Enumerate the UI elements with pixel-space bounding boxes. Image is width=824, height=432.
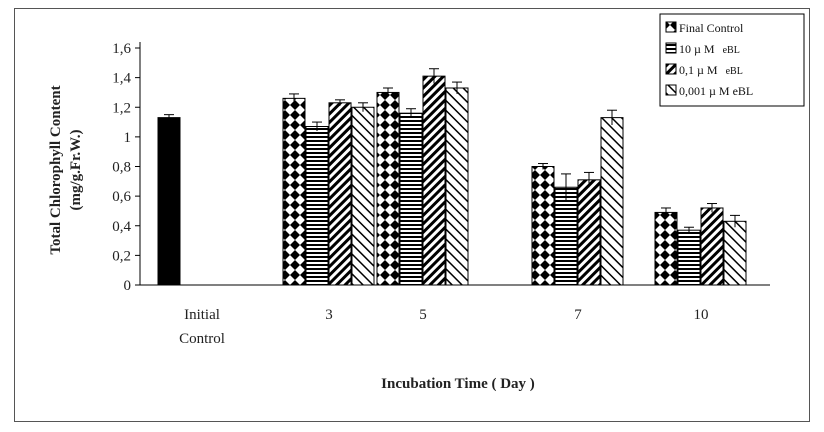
y-tick-label: 1 [124,130,132,146]
bar-diagonal-dense-day-5 [422,75,446,286]
x-tick-label-day: 10 [694,307,709,323]
y-tick-label: 1,2 [112,100,131,116]
bar-diagonal-dense-day-7 [577,179,601,286]
legend-entry-label: Final Control [679,21,744,35]
bar-hlines-day-7 [554,186,578,286]
y-tick-label: 0 [124,278,132,294]
legend-swatch [665,63,677,75]
y-tick-label: 0,4 [112,219,131,235]
bar-diamonds-day-5 [376,91,400,286]
legend-entry-label: 0,001 µ M eBL [679,84,753,98]
legend-swatch [665,84,677,96]
legend-swatch [665,42,677,54]
bar-diagonal-light-day-10 [723,220,747,286]
x-tick-label-initial-line2: Control [179,331,225,347]
chart-frame [14,8,810,422]
y-ticks: 0 0,2 0,4 0,6 0,8 1 1,2 1,4 1,6 [112,41,140,294]
bar-diagonal-light-day-7 [600,117,624,286]
bar-diamonds-day-10 [654,211,678,286]
y-tick-label: 0,8 [112,160,131,176]
y-tick-label: 1,4 [112,71,131,87]
legend-swatch [665,21,677,33]
bar-diagonal-light-day-3 [351,106,375,286]
bar-initial-control [157,117,181,286]
bar-diagonal-dense-day-3 [328,102,352,286]
bar-hlines-day-10 [677,229,701,286]
y-tick-label: 0,2 [112,248,131,264]
x-tick-label-initial-line1: Initial [184,307,220,323]
bar-hlines-day-3 [305,126,329,286]
x-tick-labels: Initial Control 3 5 7 10 [179,307,708,347]
x-tick-label-day: 5 [419,307,427,323]
bars [157,68,747,286]
y-tick-label: 1,6 [112,41,131,57]
bar-diamonds-day-3 [282,97,306,286]
legend-box [659,13,805,107]
x-axis-title: Incubation Time ( Day ) [381,376,535,392]
y-tick-label: 0,6 [112,189,131,205]
x-tick-label-day: 7 [574,307,582,323]
bar-diamonds-day-7 [531,166,555,286]
y-axis-title: Total Chlorophyll Content (mg/g.Fr.W.) [48,85,84,254]
x-tick-label-day: 3 [325,307,333,323]
bar-hlines-day-5 [399,112,423,286]
bar-diagonal-light-day-5 [445,87,469,286]
y-axis-title-line1: Total Chlorophyll Content [48,85,64,254]
y-axis-title-line2: (mg/g.Fr.W.) [68,130,84,211]
bar-diagonal-dense-day-10 [700,207,724,286]
